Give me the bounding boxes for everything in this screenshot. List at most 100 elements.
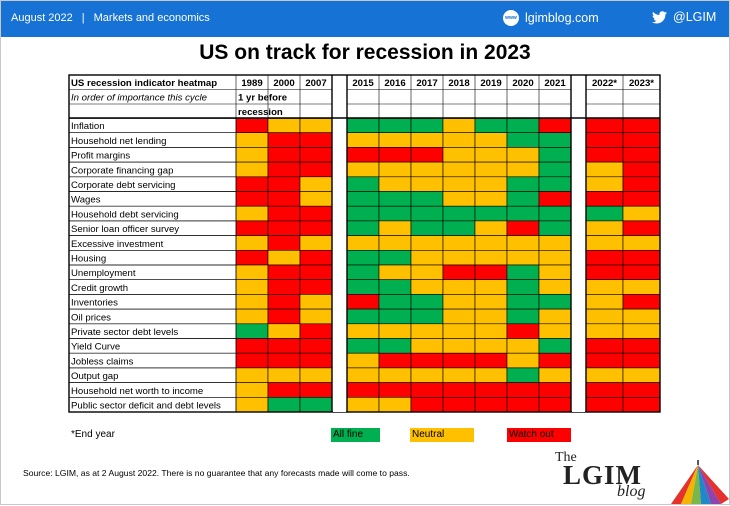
heatmap-cell xyxy=(410,191,444,207)
heatmap-cell xyxy=(622,352,661,369)
row-label: Housing xyxy=(71,254,106,265)
heatmap-cell xyxy=(538,191,572,207)
heatmap-cell xyxy=(410,250,444,266)
heatmap-cell xyxy=(267,205,301,222)
header-section: Markets and economics xyxy=(93,12,210,24)
heatmap-cell xyxy=(622,235,661,251)
heatmap-cell xyxy=(585,220,624,236)
column-header: 2000 xyxy=(273,78,294,89)
heatmap-cell xyxy=(235,205,269,222)
heatmap-cell xyxy=(299,294,333,310)
heatmap-cell xyxy=(235,294,269,310)
row-label: Yield Curve xyxy=(71,342,120,353)
heatmap-cell xyxy=(378,161,412,178)
heatmap-cell xyxy=(235,279,269,295)
heatmap-cell xyxy=(267,132,301,148)
heatmap-cell xyxy=(585,396,624,413)
header-bar: August 2022 | Markets and economics www lg… xyxy=(1,1,729,37)
legend-all-fine: All fine xyxy=(331,428,380,442)
heatmap-cell xyxy=(378,352,412,369)
heatmap-cell xyxy=(235,250,269,266)
heatmap-cell xyxy=(235,323,269,339)
heatmap-cell xyxy=(267,161,301,178)
heatmap-cell xyxy=(378,176,412,192)
row-label: Household debt servicing xyxy=(71,209,179,220)
column-header: 2007 xyxy=(305,78,326,89)
heatmap-cell xyxy=(378,308,412,325)
heatmap-cell xyxy=(442,176,476,192)
row-label: Credit growth xyxy=(71,283,128,294)
header-handle[interactable]: @LGIM xyxy=(652,10,716,24)
heatmap-cell xyxy=(474,294,508,310)
heatmap-cell xyxy=(346,396,380,413)
heatmap-cell xyxy=(506,147,540,163)
heatmap-cell xyxy=(585,176,624,192)
heatmap-cell xyxy=(267,367,301,383)
heatmap-cell xyxy=(474,161,508,178)
heatmap-cell xyxy=(538,117,572,133)
row-label: Excessive investment xyxy=(71,239,164,250)
heatmap-cell xyxy=(299,279,333,295)
heatmap-cell xyxy=(585,132,624,148)
heatmap-cell xyxy=(538,147,572,163)
heatmap-cell xyxy=(410,323,444,339)
heatmap-cell xyxy=(378,235,412,251)
heatmap-cell xyxy=(538,205,572,222)
heatmap-cell xyxy=(299,264,333,280)
heatmap-cell xyxy=(299,338,333,354)
twitter-handle[interactable]: @LGIM xyxy=(673,10,717,24)
heatmap-cell xyxy=(346,323,380,339)
heatmap-cell xyxy=(378,382,412,398)
heatmap-cell xyxy=(442,191,476,207)
heatmap-cell xyxy=(235,308,269,325)
heatmap-cell xyxy=(474,220,508,236)
table-border xyxy=(68,74,661,413)
heatmap-cell xyxy=(235,147,269,163)
heatmap-cell xyxy=(410,396,444,413)
column-header: 2023* xyxy=(629,78,654,89)
heatmap-cell xyxy=(474,117,508,133)
heatmap-cell xyxy=(474,235,508,251)
heatmap-cell xyxy=(410,264,444,280)
heatmap-cell xyxy=(378,191,412,207)
group-note: 1 yr before xyxy=(238,93,287,104)
heatmap-cell xyxy=(346,294,380,310)
heatmap-cell xyxy=(410,220,444,236)
legend-watch-out: Watch out xyxy=(507,428,571,442)
heatmap-cell xyxy=(622,250,661,266)
heatmap-cell xyxy=(267,294,301,310)
lgim-logo: The LGIM blog xyxy=(551,450,671,502)
heatmap-cell xyxy=(299,250,333,266)
heatmap-cell xyxy=(299,220,333,236)
heatmap-cell xyxy=(474,264,508,280)
site-link[interactable]: lgimblog.com xyxy=(525,11,599,25)
row-label: Profit margins xyxy=(71,151,130,162)
heatmap-cell xyxy=(267,117,301,133)
heatmap-cell xyxy=(267,147,301,163)
heatmap-cell xyxy=(442,205,476,222)
heatmap-cell xyxy=(378,294,412,310)
row-label: Jobless claims xyxy=(71,356,134,367)
heatmap-cell xyxy=(299,308,333,325)
heatmap-cell xyxy=(410,352,444,369)
heatmap-cell xyxy=(410,294,444,310)
row-label: Inventories xyxy=(71,298,118,309)
heatmap-cell xyxy=(267,308,301,325)
row-label: Corporate financing gap xyxy=(71,165,173,176)
row-label: Household net worth to income xyxy=(71,386,203,397)
heatmap-cell xyxy=(378,338,412,354)
header-site[interactable]: www lgimblog.com xyxy=(503,10,599,26)
heatmap-cell xyxy=(410,235,444,251)
heatmap-cell xyxy=(378,205,412,222)
heatmap-cell xyxy=(474,367,508,383)
heatmap-cell xyxy=(538,367,572,383)
heatmap-cell xyxy=(267,382,301,398)
heatmap-cell xyxy=(442,294,476,310)
heatmap-cell xyxy=(622,205,661,222)
heatmap-cell xyxy=(585,308,624,325)
heatmap-cell xyxy=(346,338,380,354)
heatmap-cell xyxy=(585,382,624,398)
row-label: Corporate debt servicing xyxy=(71,180,176,191)
row-label: Private sector debt levels xyxy=(71,327,178,338)
heatmap-cell xyxy=(442,250,476,266)
